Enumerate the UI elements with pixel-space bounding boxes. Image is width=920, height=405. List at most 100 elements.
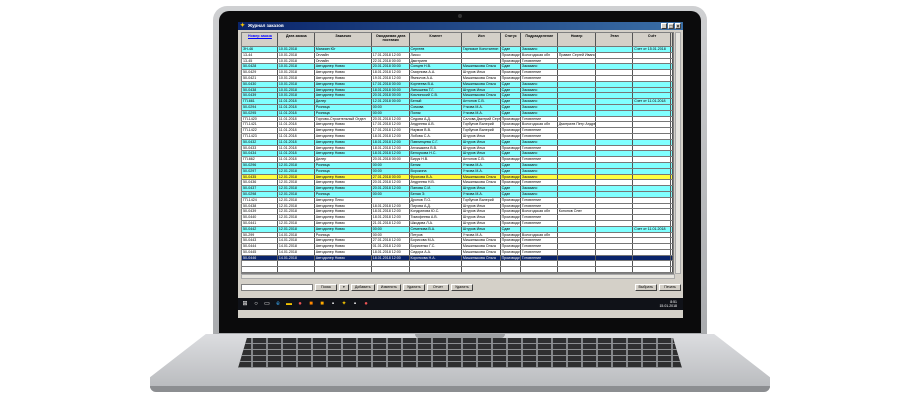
table-row[interactable]: 50-299 14.01.2018 Розница 00:00 Петров Уткова… [242,232,673,239]
printer-icon[interactable]: ▪ [353,301,357,307]
table-row[interactable]: ГП-1423 11.01.2018 Автодилер Новик 18.01.20… [242,133,673,140]
minimize-button[interactable]: _ [661,23,667,30]
table-row[interactable]: ГП-1421 11.01.2018 Автодилер Новик 17.01.20… [242,122,673,129]
table-row[interactable]: 13-44 10.01.2018 Онлайн 17.01.2018 12:00 Лис… [242,52,673,59]
table-row[interactable]: 50-0295 11.01.2018 Розница 00:00 Поляк Уткова… [242,110,673,117]
table-row[interactable]: 50-0442 12.01.2018 Автодилер Новик 00:00 Сем… [242,226,673,233]
column-header[interactable]: Ожидаемая дата поставки [372,33,410,46]
table-row[interactable]: 50-0433 11.01.2018 Автодилер Новик 18.01.20… [242,145,673,152]
office-icon[interactable]: ■ [309,301,313,307]
table-row[interactable]: 50-0294 11.01.2018 Розница 00:00 Сомова Утков… [242,104,673,111]
table-row[interactable]: 50-0439 12.01.2018 Автодилер Новик 18.01.20… [242,209,673,216]
table-row[interactable]: 13-45 10.01.2018 Онлайн 22.01.2018 00:00 Дми… [242,58,673,65]
table-row[interactable]: 50-0429 10.01.2018 Автодилер Новик 18.01.20… [242,70,673,76]
table-row[interactable]: 50-0446 14.01.2018 Автодилер Новик 18.01.20… [242,255,673,262]
table-cell: 00:00 [372,162,410,168]
app-icon-red[interactable]: ● [298,301,302,307]
edit-button[interactable]: Изменить [376,283,401,291]
table-row[interactable]: 50-0438 10.01.2018 Автодилер Новик 18.01.20… [242,87,673,94]
table-cell [671,116,673,122]
table-cell: Сдан [501,226,521,232]
table-row[interactable]: 50-0421 10.01.2018 Автодилер Новик 19.01.20… [242,75,673,82]
table-row[interactable]: ГП-1424 12.01.2018 Автодилер Плюс Дронов П.… [242,197,673,204]
column-header[interactable]: Этап [596,33,634,46]
vertical-scrollbar[interactable] [675,32,681,274]
column-header[interactable]: Заказчик [315,33,372,46]
table-cell: ГП-1423 [242,133,278,139]
table-cell: Вологодская обл [521,122,558,128]
select-button[interactable]: Выбрать [634,283,657,291]
column-header[interactable]: Клиент [410,33,462,46]
table-row[interactable]: ГП-661 11.01.2018 Дилер 12.01.2018 00:00 Бел… [242,99,673,105]
table-row[interactable]: ГП-1420 11.01.2018 Торгово-Строительный От… [242,116,673,123]
column-header[interactable]: Подразделение [521,33,558,46]
table-row[interactable]: 50-0297 12.01.2018 Розница 00:00 Ворокина Утк… [242,168,673,175]
app-icon-orange[interactable]: ■ [320,301,324,307]
column-header[interactable] [671,33,673,46]
browser-icon[interactable]: e [276,301,280,307]
table-row[interactable]: 50-0296 12.01.2018 Розница 00:00 Белик Уткова… [242,162,673,169]
app-icon-active[interactable]: ● [364,301,368,307]
remove-button[interactable]: Удалить [450,283,473,291]
table-cell: 10.01.2018 [278,93,315,99]
table-row[interactable]: 50-0440 12.01.2018 Автодилер Новик 18.01.20… [242,215,673,221]
column-header[interactable]: Номер [558,33,596,46]
table-row[interactable]: 50-0432 11.01.2018 Автодилер Новик 18.01.20… [242,139,673,146]
table-cell: Мишиныкова Ольга [462,238,501,244]
table-row[interactable]: 50-0435 12.01.2018 Автодилер Новик 27.01.20… [242,174,673,181]
folder-icon[interactable]: ▬ [286,301,292,307]
table-row[interactable]: ГП-1422 11.01.2018 Автодилер Новик 17.01.20… [242,128,673,134]
table-row[interactable]: ЗН-46 10.01.2018 Магазин Юг Сергеев Гарнизон… [242,47,673,53]
task-view-icon[interactable]: ▭ [264,301,270,307]
start-icon[interactable]: ⊞ [242,301,248,307]
column-header[interactable]: Статус [501,33,521,46]
table-cell [633,157,671,162]
table-cell: 13-45 [242,58,278,64]
search-button[interactable]: Поиск [315,283,337,291]
table-cell: Заказано [521,110,558,116]
table-cell: 11.01.2018 [278,104,315,110]
table-row[interactable]: 50-0445 14.01.2018 Автодилер Новик 18.01.20… [242,249,673,256]
table-row[interactable]: 50-0439 10.01.2018 Автодилер Новик 20.01.20… [242,93,673,100]
table-row[interactable]: 50-0441 12.01.2018 Автодилер Новик 21.01.20… [242,220,673,227]
column-header[interactable]: Исп [462,33,501,46]
table-row[interactable]: ГП-662 11.01.2018 Дилер 20.01.2018 00:00 Бир… [242,157,673,163]
table-cell: Дмитриев [410,58,462,64]
search-dropdown-button[interactable]: ▾ [339,283,349,291]
table-row[interactable]: 50-0434 11.01.2018 Автодилер Новик 18.01.20… [242,151,673,158]
terminal-icon[interactable]: ▪ [331,301,335,307]
close-button[interactable]: × [675,23,681,30]
system-tray[interactable]: 8:51 15.01.2018 [659,300,683,308]
add-button[interactable]: Добавить [350,283,375,291]
table-row[interactable]: 50-0430 10.01.2018 Автодилер Новик 17.01.20… [242,81,673,88]
search-input[interactable] [241,283,313,291]
table-cell: Кислинский С.В. [410,93,462,99]
table-row[interactable]: 50-0444 14.01.2018 Автодилер Новик 01.01.20… [242,244,673,250]
delete-button[interactable]: Удалить [402,283,425,291]
table-cell: Заказано [521,87,558,93]
table-row[interactable]: 50-0428 10.01.2018 Автодилер Новик 20.01.20… [242,64,673,71]
table-cell: Автодилер Новик [315,122,372,128]
table-cell: Автодилер Новик [315,238,372,244]
table-row[interactable]: 50-0298 12.01.2018 Розница 00:00 Белая Э. Утк… [242,191,673,198]
column-header[interactable]: Номер заказа [242,33,278,46]
table-cell: Дронов П.О. [410,197,462,203]
column-header[interactable]: Дата заказа [278,33,315,46]
table-row[interactable]: 50-0438 12.01.2018 Автодилер Новик 18.01.20… [242,203,673,210]
report-button[interactable]: Отчет [426,283,449,291]
table-cell [671,47,673,52]
table-row[interactable]: 50-0443 14.01.2018 Автодилер Новик 27.01.20… [242,238,673,245]
print-button[interactable]: Печать [659,283,681,291]
journal-app-icon[interactable]: ✦ [341,301,347,307]
column-header[interactable]: Счёт [633,33,671,46]
table-row[interactable]: 50-0436 12.01.2018 Автодилер Новик 20.01.20… [242,180,673,187]
horizontal-scrollbar[interactable] [241,274,675,279]
table-cell: 50-0432 [242,139,278,145]
table-row[interactable]: 50-0437 12.01.2018 Автодилер Новик 20.01.20… [242,186,673,192]
table-cell: Вологодская обл [521,52,558,58]
maximize-button[interactable]: □ [668,23,674,30]
table-cell [671,81,673,87]
table-cell: 18.01.2018 12:00 [372,70,410,75]
table-cell: Готовление [521,75,558,81]
search-icon[interactable]: ○ [254,301,258,307]
